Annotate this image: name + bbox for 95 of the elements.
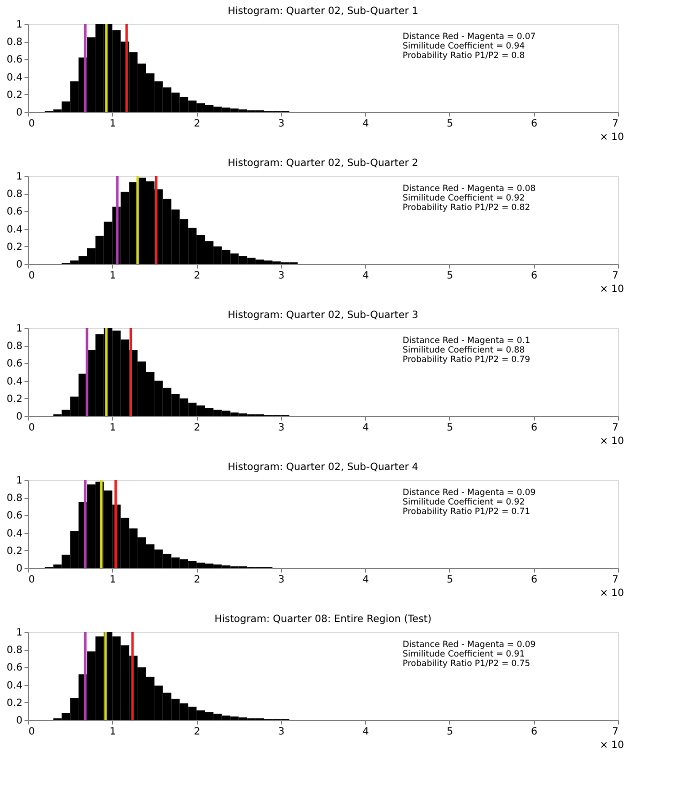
annotation: Similitude Coefficient = 0.91 [402,650,525,660]
y-tick-label: 0.8 [6,189,22,200]
annotation: Distance Red - Magenta = 0.09 [402,640,536,650]
x-tick-label: 5 [446,118,454,130]
text: × 10 [600,588,624,599]
y-tick-label: 1 [16,20,22,30]
annotation: Distance Red - Magenta = 0.1 [402,336,530,346]
y-tick-label: 0.6 [6,54,22,66]
x-tick-label: 0 [28,118,35,130]
annotation: Distance Red - Magenta = 0.08 [402,184,536,194]
annotation: Distance Red - Magenta = 0.09 [402,488,536,498]
y-tick-label: 0 [16,412,22,422]
y-tick-label: 0.2 [6,242,22,253]
chart-title: Histogram: Quarter 02, Sub-Quarter 4 [228,462,418,473]
x-tick-label: 6 [531,726,538,738]
x-tick-label: 4 [362,726,369,738]
x-tick-label: 1 [110,118,116,130]
x-tick-label: 4 [362,118,369,130]
y-tick-label: 0.6 [6,358,22,370]
x-tick-label: 4 [362,270,369,282]
annotation: Distance Red - Magenta = 0.07 [402,32,536,42]
y-tick-label: 0.8 [6,645,22,656]
x-tick-label: 7 [612,118,618,130]
x-tick-label: 4 [362,574,369,586]
x-tick-label: 5 [446,574,454,586]
y-tick-label: 0.2 [6,546,22,557]
y-tick-label: 1 [16,172,22,182]
x-tick-label: 1 [110,422,116,434]
x-tick-label: 7 [612,726,618,738]
x-tick-label: 5 [446,422,454,434]
y-tick-label: 0.2 [6,394,22,405]
x-tick-label: 3 [278,422,285,434]
y-tick-label: 0 [16,564,22,574]
x-tick-label: 1 [110,726,116,738]
x-tick-label: 3 [278,118,285,130]
annotation: Probability Ratio P1/P2 = 0.71 [402,507,530,517]
y-tick-label: 0.8 [6,493,22,504]
x-tick-label: 7 [612,422,618,434]
y-tick-label: 0 [16,716,22,726]
y-tick-label: 0.6 [6,206,22,218]
y-tick-label: 1 [16,476,22,486]
y-tick-label: 1 [16,628,22,638]
x-tick-label: 6 [531,422,538,434]
annotation: Probability Ratio P1/P2 = 0.79 [402,355,530,365]
x-tick-label: 4 [362,422,369,434]
y-tick-label: 0 [16,260,22,270]
y-tick-label: 0.4 [6,680,22,692]
x-tick-label: 2 [194,422,200,434]
annotation: Probability Ratio P1/P2 = 0.8 [402,51,525,61]
chart-title: Histogram: Quarter 02, Sub-Quarter 1 [228,6,418,17]
x-tick-label: 1 [110,270,116,282]
x-tick-label: 5 [446,726,454,738]
y-tick-label: 0.2 [6,90,22,101]
x-tick-label: 2 [194,574,200,586]
x-tick-label: 1 [110,574,116,586]
y-tick-label: 0.8 [6,341,22,352]
annotation: Similitude Coefficient = 0.92 [402,498,525,508]
x-tick-label: 3 [278,270,285,282]
y-tick-label: 0.8 [6,37,22,48]
x-tick-label: 0 [28,574,35,586]
y-tick-label: 0.4 [6,528,22,540]
x-tick-label: 6 [531,118,538,130]
annotation: Probability Ratio P1/P2 = 0.82 [402,203,530,213]
y-tick-label: 0.6 [6,510,22,522]
y-tick-label: 1 [16,324,22,334]
x-tick-label: 0 [28,726,35,738]
y-tick-label: 0.4 [6,72,22,84]
chart-title: Histogram: Quarter 02, Sub-Quarter 2 [228,158,418,169]
x-tick-label: 2 [194,726,200,738]
x-tick-label: 3 [278,574,285,586]
annotation: Probability Ratio P1/P2 = 0.75 [402,659,530,669]
y-tick-label: 0.4 [6,376,22,388]
text: × 10 [600,284,624,295]
x-tick-label: 3 [278,726,285,738]
annotation: Similitude Coefficient = 0.94 [402,42,525,52]
x-tick-label: 2 [194,118,200,130]
annotation: Similitude Coefficient = 0.92 [402,194,525,204]
y-tick-label: 0.2 [6,698,22,709]
text: × 10 [600,132,624,143]
x-tick-label: 7 [612,574,618,586]
x-tick-label: 0 [28,270,35,282]
annotation: Similitude Coefficient = 0.88 [402,346,525,356]
x-tick-label: 5 [446,270,454,282]
x-tick-label: 6 [531,270,538,282]
text: × 10 [600,740,624,751]
y-tick-label: 0.4 [6,224,22,236]
x-tick-label: 0 [28,422,35,434]
text: × 10 [600,436,624,447]
chart-title: Histogram: Quarter 02, Sub-Quarter 3 [228,310,418,321]
x-tick-label: 6 [531,574,538,586]
y-tick-label: 0.6 [6,662,22,674]
x-tick-label: 7 [612,270,618,282]
y-tick-label: 0 [16,108,22,118]
chart-title: Histogram: Quarter 08: Entire Region (Test) [214,614,432,625]
x-tick-label: 2 [194,270,200,282]
